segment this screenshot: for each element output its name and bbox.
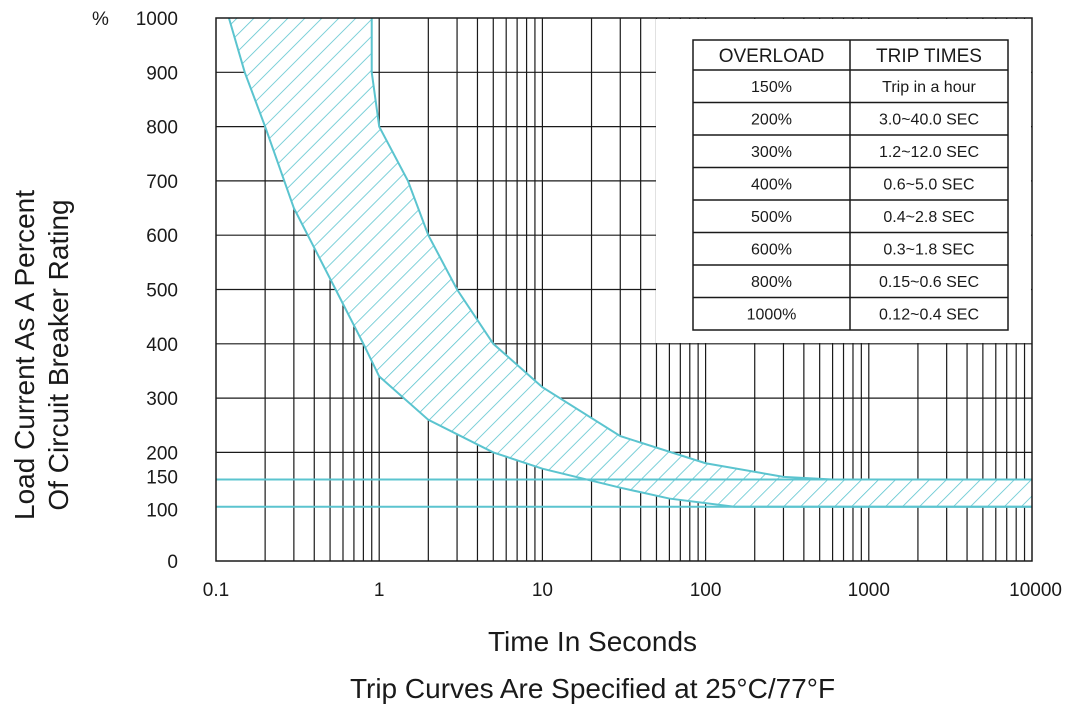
y-tick-label: 200	[146, 443, 178, 464]
table-header-overload: OVERLOAD	[719, 46, 825, 67]
trip-times-table: OVERLOAD TRIP TIMES 150% Trip in a hour 200%…	[656, 19, 1031, 343]
x-axis-ticks: 0.1 1 10 100 1000 10000	[203, 580, 1062, 601]
table-cell-overload: 150%	[751, 79, 792, 96]
table-cell-overload: 500%	[751, 209, 792, 226]
y-axis-title-line-1: Load Current As A Percent	[9, 190, 40, 520]
table-cell-trip-time: 0.12~0.4 SEC	[879, 307, 979, 324]
x-tick-label: 100	[690, 580, 722, 601]
chart-subtitle: Trip Curves Are Specified at 25°C/77°F	[349, 673, 836, 704]
table-cell-overload: 1000%	[747, 307, 797, 324]
table-cell-trip-time: 0.3~1.8 SEC	[883, 242, 974, 259]
table-cell-trip-time: Trip in a hour	[882, 79, 976, 96]
x-tick-label: 10	[532, 580, 553, 601]
y-axis-ticks: 0 100 150 200 300 400 500 600 700 800 900 1000	[136, 9, 178, 573]
table-cell-trip-time: 3.0~40.0 SEC	[879, 112, 979, 129]
y-tick-label: 600	[146, 226, 178, 247]
y-axis-title-line-2: Of Circuit Breaker Rating	[43, 199, 74, 511]
y-tick-label: 700	[146, 172, 178, 193]
table-header-trip-times: TRIP TIMES	[876, 46, 982, 67]
table-cell-trip-time: 0.15~0.6 SEC	[879, 274, 979, 291]
upper-trip-curve	[370, 18, 1032, 481]
y-tick-label: 400	[146, 335, 178, 356]
table-cell-overload: 600%	[751, 242, 792, 259]
band-hatch	[228, 18, 1033, 507]
y-tick-label: 500	[146, 281, 178, 302]
table-cell-trip-time: 1.2~12.0 SEC	[879, 144, 979, 161]
x-tick-label: 0.1	[203, 580, 229, 601]
y-tick-label: 300	[146, 389, 178, 410]
x-axis-title: Time In Seconds	[487, 626, 698, 657]
y-tick-label: 800	[146, 118, 178, 139]
y-unit-label: %	[92, 9, 109, 30]
trip-band	[227, 17, 1033, 508]
table-cell-trip-time: 0.6~5.0 SEC	[883, 177, 974, 194]
reference-lines	[216, 478, 1032, 508]
y-tick-label: 900	[146, 63, 178, 84]
table-cell-overload: 800%	[751, 274, 792, 291]
x-tick-label: 1	[374, 580, 385, 601]
y-tick-label: 100	[146, 501, 178, 522]
plot-frame	[215, 17, 1033, 562]
y-tick-label: 1000	[136, 9, 178, 30]
table-cell-overload: 200%	[751, 112, 792, 129]
x-tick-label: 1000	[848, 580, 890, 601]
table-cell-overload: 300%	[751, 144, 792, 161]
lower-trip-curve	[227, 17, 1032, 508]
x-tick-label: 10000	[1009, 580, 1062, 601]
y-axis-title: Load Current As A Percent Of Circuit Bre…	[8, 190, 76, 520]
y-tick-label: 0	[167, 552, 178, 573]
table-cell-trip-time: 0.4~2.8 SEC	[883, 209, 974, 226]
table-cell-overload: 400%	[751, 177, 792, 194]
y-tick-label: 150	[146, 468, 178, 489]
